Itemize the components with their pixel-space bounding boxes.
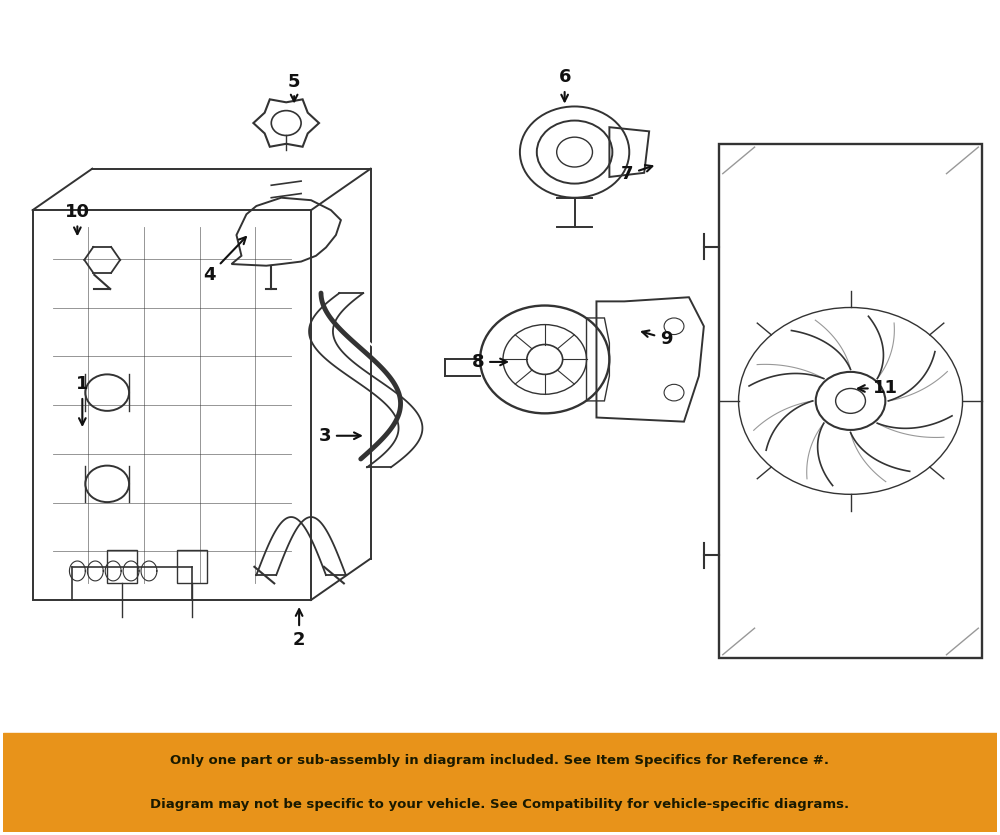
- Text: 6: 6: [558, 68, 571, 101]
- Text: 9: 9: [642, 330, 672, 347]
- Text: Diagram may not be specific to your vehicle. See Compatibility for vehicle-speci: Diagram may not be specific to your vehi…: [150, 798, 850, 811]
- Text: 8: 8: [472, 353, 507, 371]
- Bar: [3, 732, 997, 832]
- Text: 2: 2: [293, 610, 305, 649]
- Text: 5: 5: [288, 73, 300, 101]
- Bar: [177, 550, 207, 584]
- Text: Only one part or sub-assembly in diagram included. See Item Specifics for Refere: Only one part or sub-assembly in diagram…: [170, 754, 830, 767]
- Bar: [107, 550, 137, 584]
- Text: 10: 10: [65, 203, 90, 234]
- Text: 7: 7: [621, 165, 652, 184]
- Text: 11: 11: [858, 379, 898, 397]
- Text: 3: 3: [319, 427, 361, 445]
- Text: 1: 1: [76, 375, 89, 425]
- Text: 4: 4: [203, 237, 246, 284]
